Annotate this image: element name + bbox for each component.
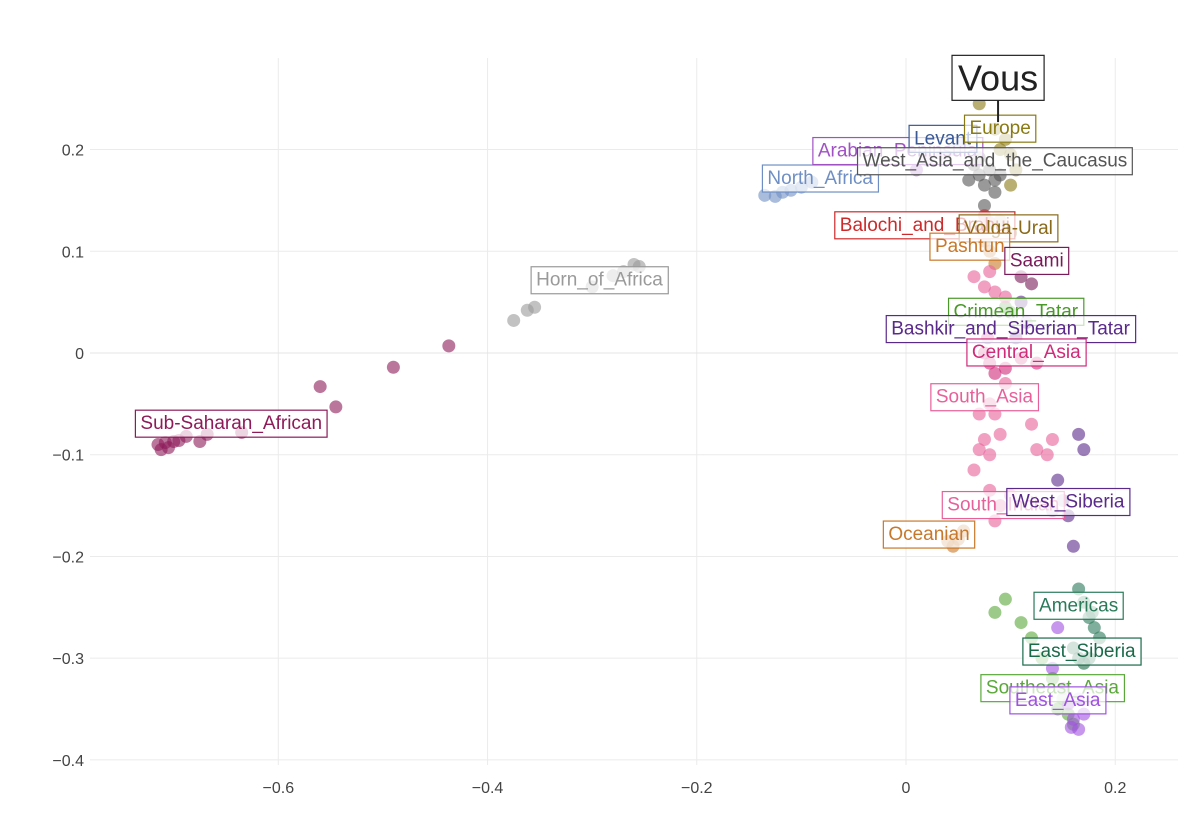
group-label-box: Pashtun — [929, 232, 1011, 261]
data-point — [313, 380, 327, 394]
data-point — [967, 463, 981, 477]
data-point — [507, 313, 521, 327]
group-label-frame — [1006, 487, 1131, 517]
x-tick-label: 0 — [902, 780, 911, 797]
data-point — [1045, 432, 1059, 446]
group-label: Central_Asia — [972, 342, 1081, 363]
x-tick-label: 0.2 — [1104, 780, 1126, 797]
data-point — [528, 300, 542, 314]
data-point — [988, 185, 1002, 199]
data-point — [967, 270, 981, 284]
vous-label-frame — [951, 54, 1045, 101]
group-label: Bashkir_and_Siberian_Tatar — [891, 319, 1130, 340]
x-tick-label: −0.2 — [681, 780, 713, 797]
data-point — [1072, 427, 1086, 441]
group-label-box: South_Asia — [930, 383, 1040, 412]
group-label: East_Asia — [1015, 690, 1101, 711]
group-label: Pashtun — [935, 236, 1005, 257]
group-label-frame — [134, 409, 328, 438]
group-label: Saami — [1010, 250, 1064, 271]
data-point — [972, 443, 986, 457]
data-point — [988, 366, 1002, 380]
y-tick-label: 0.1 — [62, 244, 84, 261]
y-tick-label: −0.3 — [52, 651, 84, 668]
group-label: North_Africa — [767, 168, 873, 189]
gridlines — [90, 58, 1178, 765]
group-label-box: West_Asia_and_the_Caucasus — [856, 147, 1133, 176]
data-point — [386, 360, 400, 374]
data-point — [1014, 616, 1028, 630]
data-point — [1064, 720, 1078, 734]
data-point — [1066, 539, 1080, 553]
data-point — [962, 173, 976, 187]
data-point — [988, 285, 1002, 299]
x-tick-label: −0.6 — [263, 780, 295, 797]
group-label: Sub-Saharan_African — [140, 413, 322, 434]
data-point — [1040, 448, 1054, 462]
group-label-frame — [1004, 246, 1070, 276]
group-label-box: Saami — [1004, 246, 1070, 276]
group-label-box: East_Asia — [1009, 686, 1107, 715]
axis-ticks: −0.6 −0.4 −0.2 0 0.2 0.2 0.1 0 −0.1 −0.2 −0.3 −0.4 — [52, 143, 1126, 797]
group-label-box: Horn_of_Africa — [530, 266, 669, 295]
group-label-frame — [530, 266, 669, 295]
group-label: West_Siberia — [1012, 492, 1125, 513]
group-label-frame — [1033, 591, 1124, 620]
data-point — [1077, 443, 1091, 457]
group-label: Levant — [914, 128, 972, 149]
x-tick-label: −0.4 — [472, 780, 504, 797]
y-tick-label: −0.2 — [52, 549, 84, 566]
group-label: Europe — [970, 118, 1031, 139]
data-point — [983, 265, 997, 279]
group-label-frame — [882, 520, 976, 549]
group-label-frame — [929, 232, 1011, 261]
data-point — [1051, 473, 1065, 487]
data-point — [442, 339, 456, 353]
data-point — [1051, 621, 1065, 635]
group-label-frame — [930, 383, 1040, 412]
data-point — [1087, 621, 1101, 635]
data-point — [1004, 178, 1018, 192]
data-point — [977, 178, 991, 192]
group-label: South_Asia — [936, 387, 1034, 408]
data-point — [998, 592, 1012, 606]
group-labels: Sub-Saharan_African Horn_of_Africa North_A… — [134, 54, 1142, 715]
group-label-frame — [856, 147, 1133, 176]
data-point — [1030, 443, 1044, 457]
vous-marker: Vous — [951, 54, 1045, 123]
group-label-box: Europe — [963, 114, 1037, 143]
group-label-box: Bashkir_and_Siberian_Tatar — [885, 314, 1137, 344]
data-point — [1025, 417, 1039, 431]
data-point — [1025, 277, 1039, 291]
group-label-box: West_Siberia — [1006, 487, 1131, 517]
y-tick-label: 0 — [75, 346, 84, 363]
group-label: West_Asia_and_the_Caucasus — [863, 151, 1128, 172]
vous-label: Vous — [958, 57, 1038, 98]
group-label-frame — [1009, 686, 1107, 715]
group-label-box: Americas — [1033, 591, 1124, 620]
group-label: East_Siberia — [1028, 641, 1136, 662]
y-tick-label: −0.4 — [52, 753, 84, 770]
y-tick-label: −0.1 — [52, 448, 84, 465]
data-point — [993, 427, 1007, 441]
data-point — [977, 199, 991, 213]
group-label-box: Oceanian — [882, 520, 976, 549]
group-label-box: Central_Asia — [966, 338, 1087, 367]
group-label: Horn_of_Africa — [536, 270, 663, 291]
group-label-frame — [963, 114, 1037, 143]
group-label-box: Sub-Saharan_African — [134, 409, 328, 438]
group-label-frame — [1022, 637, 1142, 666]
data-point — [329, 400, 343, 414]
data-point — [983, 448, 997, 462]
data-point — [977, 280, 991, 294]
group-label: Oceanian — [888, 524, 969, 545]
group-label-frame — [966, 338, 1087, 367]
data-point — [977, 432, 991, 446]
group-label-box: East_Siberia — [1022, 637, 1142, 666]
group-label: Americas — [1039, 595, 1118, 616]
y-tick-label: 0.2 — [62, 143, 84, 160]
data-point — [988, 605, 1002, 619]
